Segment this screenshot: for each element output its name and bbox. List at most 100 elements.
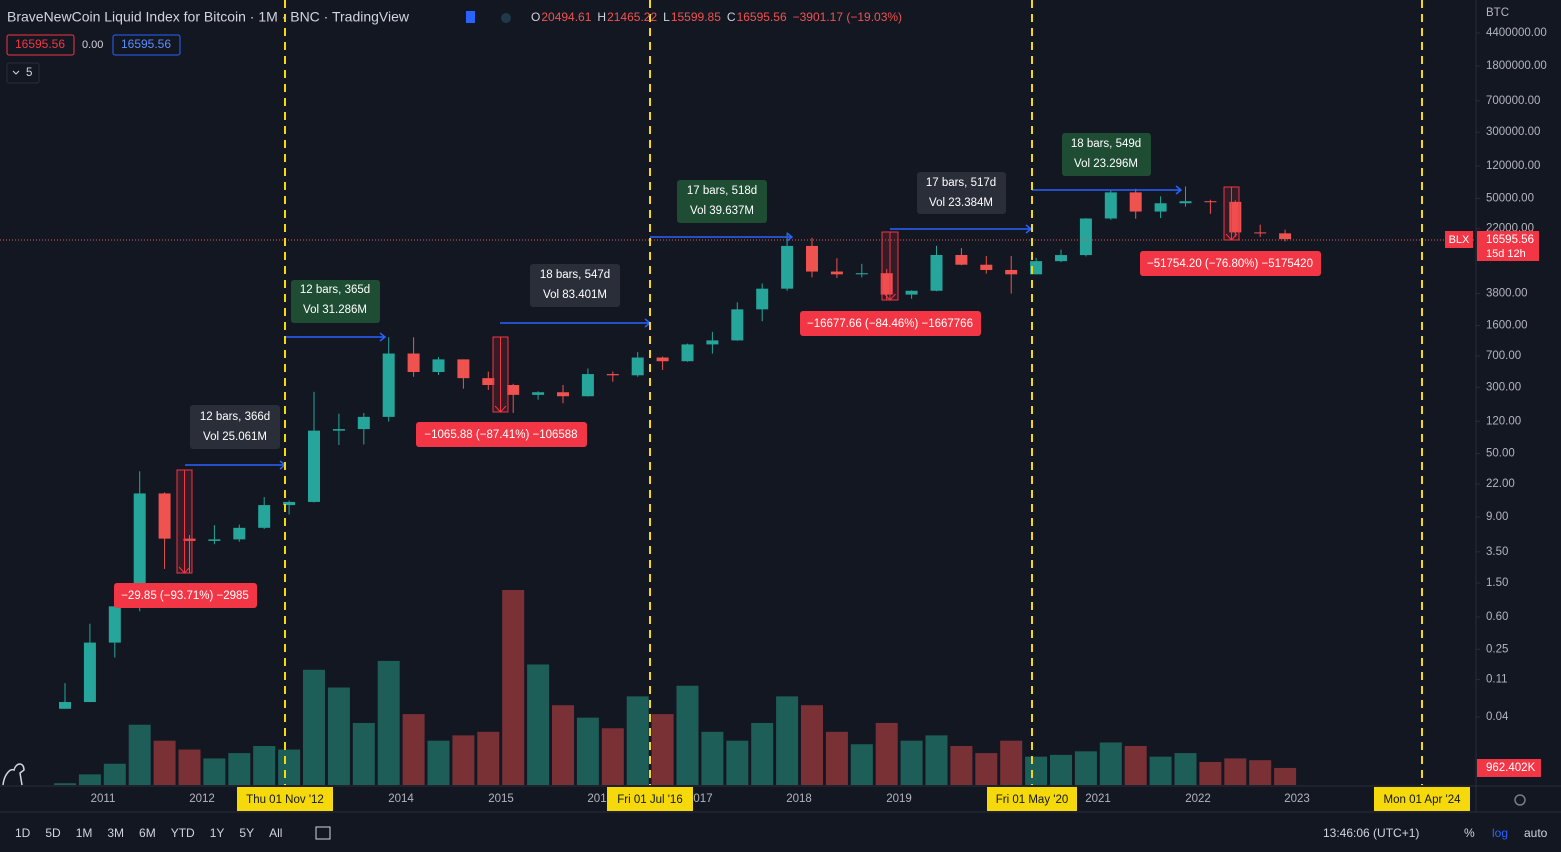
range-box	[291, 280, 380, 323]
range-button[interactable]: 5Y	[239, 826, 254, 840]
candle-body	[532, 392, 545, 395]
volume-bar	[1000, 740, 1023, 785]
y-tick-label: 0.25	[1486, 643, 1508, 655]
date-tag	[607, 787, 693, 811]
range-button[interactable]: All	[269, 826, 282, 840]
volume-bar	[1050, 754, 1072, 785]
candle-body	[1129, 192, 1142, 212]
ohlc-key: H	[597, 10, 606, 24]
candle-body	[258, 505, 271, 528]
volume-bar	[153, 740, 176, 785]
volume-bar	[850, 744, 873, 785]
date-tag-text: Thu 01 Nov '12	[246, 794, 324, 806]
volume-bar	[502, 590, 525, 785]
log-toggle[interactable]: log	[1492, 826, 1508, 840]
year-label: 2023	[1284, 793, 1310, 805]
volume-bar	[128, 724, 151, 785]
year-label: 2021	[1085, 793, 1111, 805]
candle-body	[955, 254, 968, 265]
volume-bar	[1025, 756, 1048, 785]
range-box	[530, 264, 620, 307]
toolbar: 1D 5D 1M 3M 6M YTD 1Y 5Y All	[15, 826, 282, 840]
volume-bar	[402, 714, 425, 785]
volume-bar	[203, 758, 226, 785]
candle-body	[606, 374, 619, 376]
indicators-toggle[interactable]	[6, 62, 40, 84]
countdown: 15d 12h	[1486, 248, 1526, 260]
range-text: 12 bars, 365d	[300, 284, 370, 296]
date-tag-text: Fri 01 May '20	[996, 794, 1069, 806]
volume-bar	[552, 705, 574, 785]
range-button[interactable]: 1D	[15, 826, 31, 840]
volume-bar	[527, 664, 550, 785]
percent-toggle[interactable]: %	[1464, 826, 1475, 840]
candle-body	[133, 493, 146, 607]
settings-icon[interactable]	[1514, 794, 1526, 806]
volume-bar	[452, 735, 475, 785]
y-tick-label: 1800000.00	[1486, 60, 1547, 72]
range-button[interactable]: 3M	[107, 826, 124, 840]
range-button[interactable]: 1Y	[210, 826, 225, 840]
range-text: 18 bars, 549d	[1071, 138, 1141, 150]
title: BraveNewCoin Liquid Index for Bitcoin · …	[7, 9, 410, 25]
spread: 0.00	[82, 39, 103, 51]
ohlc-key: C	[727, 10, 736, 24]
drop-label	[114, 583, 257, 608]
volume-bar	[900, 740, 923, 785]
candle-body	[83, 642, 96, 703]
candle-body	[308, 430, 320, 502]
year-label: 017	[693, 793, 712, 805]
price-axis	[1476, 0, 1561, 812]
candle-body	[208, 539, 221, 541]
auto-toggle[interactable]: auto	[1524, 826, 1548, 840]
ask-box[interactable]	[112, 34, 181, 56]
compare-icon[interactable]	[315, 826, 331, 840]
range-text: Vol 39.637M	[690, 205, 754, 217]
drawings: 12 bars, 366d Vol 25.061M 12 bars, 365d Vo…	[114, 0, 1423, 785]
volume-bar	[1199, 761, 1222, 785]
y-tick-label: 120.00	[1486, 415, 1521, 427]
volume-bar	[253, 746, 276, 785]
volume-bar	[701, 731, 724, 785]
range-button[interactable]: 6M	[139, 826, 156, 840]
ohlc: O 20494.61 H 21465.22 L 15599.85 C 16595.56 −390…	[531, 10, 902, 24]
range-arrow	[1032, 185, 1183, 195]
candle-body	[806, 245, 818, 272]
clock: 13:46:06 (UTC+1)	[1323, 826, 1419, 840]
volume-tag	[1477, 759, 1541, 777]
candle-body	[357, 416, 370, 430]
year-label: 2011	[91, 793, 116, 805]
candle-body	[233, 527, 246, 540]
candle-body	[59, 702, 71, 709]
ohlc-value: −3901.17 (−19.03%)	[793, 10, 902, 24]
y-tick-label: 700.00	[1486, 350, 1521, 362]
volume-bar	[576, 717, 599, 785]
range-button[interactable]: 1M	[76, 826, 93, 840]
range-button[interactable]: 5D	[45, 826, 61, 840]
bid-box[interactable]	[6, 34, 75, 56]
drop-arrow	[1225, 187, 1238, 241]
y-tick-label: 0.11	[1486, 674, 1508, 686]
volume-bar	[327, 687, 350, 785]
range-text: Vol 25.061M	[203, 431, 267, 443]
range-button[interactable]: YTD	[171, 826, 195, 840]
y-tick-label: 4400000.00	[1486, 27, 1547, 39]
currency[interactable]: BTC	[1486, 7, 1509, 19]
drop-text: −51754.20 (−76.80%) −5175420	[1147, 258, 1313, 270]
range-text: Vol 23.384M	[929, 197, 993, 209]
volume-bar	[601, 728, 624, 785]
drop-label	[1140, 251, 1321, 276]
ohlc-value: 16595.56	[737, 10, 787, 24]
date-tag	[237, 787, 333, 811]
y-tick-label: 9.00	[1486, 511, 1508, 523]
candle-body	[830, 271, 843, 275]
candle-body	[557, 392, 569, 397]
symbol: BLX	[1449, 234, 1470, 246]
volume-bar	[1249, 760, 1272, 785]
flag-icon	[466, 11, 475, 23]
ask: 16595.56	[121, 37, 171, 51]
price: 16595.56	[1486, 234, 1534, 246]
volume-bar	[303, 669, 325, 785]
ohlc-key: L	[663, 10, 670, 24]
